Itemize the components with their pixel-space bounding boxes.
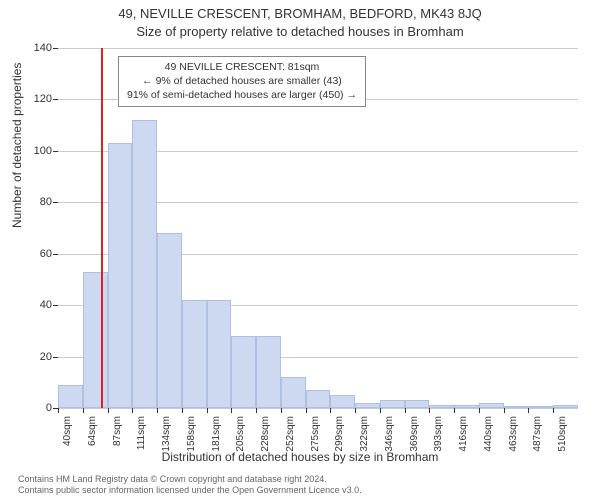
x-tick-mark [330,408,331,413]
gridline [58,48,578,49]
y-tick-label: 20 [22,351,52,363]
y-tick-mark [53,99,58,100]
y-tick-label: 140 [22,42,52,54]
histogram-bar [231,336,256,408]
histogram-bar [207,300,232,408]
title-subtitle: Size of property relative to detached ho… [0,24,600,39]
x-tick-mark [479,408,480,413]
histogram-bar [504,406,529,408]
x-tick-mark [306,408,307,413]
x-tick-mark [207,408,208,413]
x-tick-mark [256,408,257,413]
histogram-bar [553,405,578,408]
histogram-bar [355,403,380,408]
y-tick-label: 80 [22,196,52,208]
y-tick-mark [53,254,58,255]
y-tick-mark [53,357,58,358]
histogram-bar [454,405,479,408]
histogram-bar [330,395,355,408]
y-tick-mark [53,202,58,203]
x-tick-mark [504,408,505,413]
gridline [58,408,578,409]
annotation-line: 91% of semi-detached houses are larger (… [127,88,357,102]
x-tick-mark [454,408,455,413]
histogram-bar [58,385,83,408]
x-tick-mark [157,408,158,413]
annotation-line: 49 NEVILLE CRESCENT: 81sqm [127,60,357,74]
y-tick-mark [53,151,58,152]
histogram-bar [380,400,405,408]
y-tick-label: 120 [22,93,52,105]
annotation-line: ← 9% of detached houses are smaller (43) [127,74,357,88]
histogram-bar [528,406,553,408]
histogram-bar [157,233,182,408]
y-tick-label: 40 [22,299,52,311]
x-tick-mark [132,408,133,413]
plot-area: 02040608010012014040sqm64sqm87sqm111sqm1… [58,48,578,408]
x-tick-mark [281,408,282,413]
x-tick-mark [380,408,381,413]
x-axis-label: Distribution of detached houses by size … [0,450,600,464]
histogram-bar [405,400,430,408]
histogram-bar [83,272,108,408]
annotation-box: 49 NEVILLE CRESCENT: 81sqm← 9% of detach… [118,56,366,107]
histogram-bar [306,390,331,408]
histogram-bar [132,120,157,408]
x-tick-mark [405,408,406,413]
x-tick-mark [58,408,59,413]
histogram-bar [108,143,133,408]
x-tick-mark [355,408,356,413]
y-tick-mark [53,48,58,49]
x-tick-mark [528,408,529,413]
footer-attribution: Contains HM Land Registry data © Crown c… [18,474,362,497]
histogram-bar [429,405,454,408]
x-tick-mark [429,408,430,413]
x-tick-mark [83,408,84,413]
y-tick-mark [53,305,58,306]
x-tick-mark [108,408,109,413]
histogram-bar [182,300,207,408]
chart-container: 49, NEVILLE CRESCENT, BROMHAM, BEDFORD, … [0,0,600,500]
x-tick-mark [553,408,554,413]
x-tick-mark [231,408,232,413]
y-tick-label: 0 [22,402,52,414]
x-tick-mark [182,408,183,413]
histogram-bar [479,403,504,408]
footer-line2: Contains public sector information licen… [18,485,362,496]
footer-line1: Contains HM Land Registry data © Crown c… [18,474,362,485]
y-tick-label: 100 [22,145,52,157]
histogram-bar [256,336,281,408]
y-tick-label: 60 [22,248,52,260]
property-marker-line [101,48,103,408]
histogram-bar [281,377,306,408]
title-address: 49, NEVILLE CRESCENT, BROMHAM, BEDFORD, … [0,6,600,21]
